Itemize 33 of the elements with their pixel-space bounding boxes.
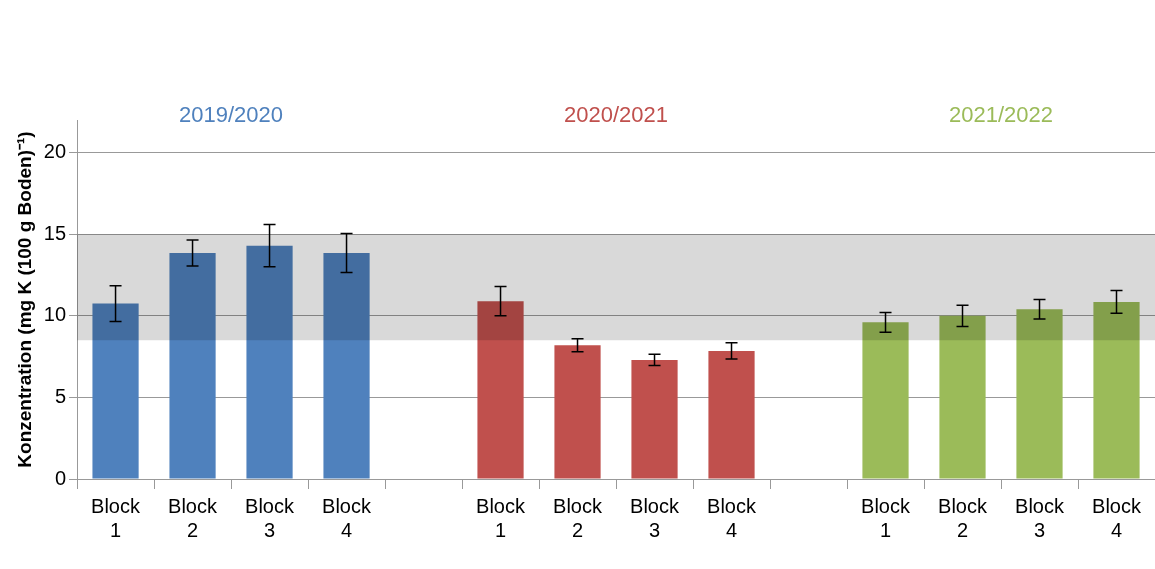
y-tick-label: 15	[43, 221, 67, 244]
bar	[92, 303, 139, 479]
bar	[477, 301, 524, 479]
bar	[939, 315, 986, 479]
x-tick-label: Block 4	[1092, 494, 1142, 541]
x-tick-label: Block 3	[630, 494, 680, 541]
text: 2021/2022	[949, 102, 1054, 128]
x-tick-label: Block 2	[168, 494, 218, 541]
y-tick-label: 10	[43, 303, 67, 326]
bar	[1093, 301, 1140, 479]
x-tick-label: Block 3	[245, 494, 295, 541]
bar	[631, 359, 678, 479]
bar	[708, 350, 755, 479]
x-tick-label: Block 1	[861, 494, 911, 541]
x-tick-label: Block 2	[938, 494, 988, 541]
x-tick-label: Block 1	[476, 494, 526, 541]
bar	[169, 252, 216, 479]
x-tick-label: Block 1	[91, 494, 141, 541]
y-tick-label: 20	[43, 140, 67, 163]
bar	[1016, 309, 1063, 479]
bar	[246, 245, 293, 479]
text: 2019/2020	[179, 102, 284, 128]
x-tick-label: Block 4	[707, 494, 757, 541]
x-tick-label: Block 4	[322, 494, 372, 541]
x-tick-label: Block 3	[1015, 494, 1065, 541]
text: 2020/2021	[564, 102, 669, 128]
x-tick-label: Block 2	[553, 494, 603, 541]
bar	[862, 322, 909, 479]
y-axis-title: Konzentration (mg K (100 g Boden)⁻¹)	[13, 131, 35, 468]
bar	[323, 252, 370, 479]
y-tick-label: 5	[54, 384, 67, 407]
bar	[554, 345, 601, 479]
y-tick-label: 0	[54, 466, 67, 489]
